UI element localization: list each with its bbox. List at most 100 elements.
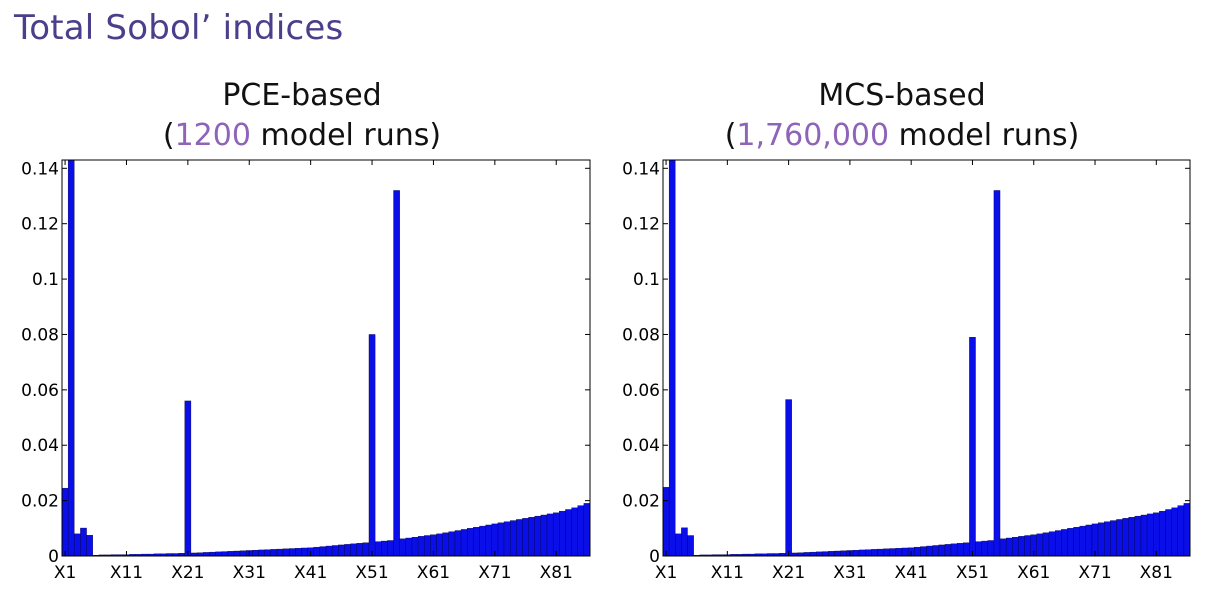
bar-X56 [999,538,1007,557]
bar-X47 [944,544,952,557]
y-tick-label: 0.1 [32,270,59,290]
y-tick-label: 0.06 [622,381,660,401]
x-tick-label: X11 [110,563,143,583]
bar-X38 [889,548,897,557]
x-tick-label: X81 [1140,563,1173,583]
bar-X73 [1104,521,1111,557]
bar-X32 [852,550,860,557]
y-tick-label: 0.06 [21,381,59,401]
model-runs-count: 1,760,000 [736,118,890,153]
bar-X25 [809,551,817,557]
y-tick-label: 0.12 [622,215,660,235]
y-tick-label: 0.02 [622,492,660,512]
chart-title-mcs: MCS-based (1,760,000 model runs) [622,76,1182,156]
x-tick-label: X21 [772,563,805,583]
x-tick-label: X41 [294,563,327,583]
x-tick-label: X71 [1078,563,1111,583]
bar-X85 [1177,505,1185,557]
x-tick-label: X31 [833,563,866,583]
chart-title-line2: (1,760,000 model runs) [622,116,1182,156]
bar-X33 [858,549,866,557]
bar-X72 [1097,522,1105,557]
bar-X30 [840,550,848,557]
bar-X57 [1005,537,1013,557]
slide-title: Total Sobol’ indices [14,8,344,48]
x-tick-label: X51 [956,563,989,583]
paren-open: ( [724,118,737,153]
bar-X21 [785,399,792,557]
bar-X37 [883,548,890,557]
bar-X48 [950,543,958,557]
y-tick-label: 0.02 [21,492,59,512]
y-tick-label: 0.14 [622,159,660,179]
bar-X4 [681,527,688,557]
bar-X49 [956,543,964,557]
bar-X27 [822,551,829,557]
bar-X59 [1018,536,1025,557]
paren-open: ( [162,118,175,153]
bar-X82 [1159,510,1166,557]
bar-X34 [865,549,872,557]
bar-X24 [803,552,811,557]
x-tick-label: X21 [171,563,204,583]
bar-X44 [926,545,933,557]
bar-X80 [1146,513,1154,557]
x-tick-label: X61 [1017,563,1050,583]
x-tick-label: X1 [655,563,677,583]
bar-X5 [687,535,694,557]
bar-X28 [828,551,835,557]
x-tick-label: X11 [711,563,744,583]
y-tick-label: 0 [48,547,59,567]
bar-X68 [1073,527,1080,557]
y-tick-label: 0.04 [21,436,59,456]
bar-X66 [1061,529,1068,557]
bar-X64 [1048,531,1056,557]
x-tick-label: X1 [54,563,76,583]
chart-title-line1: PCE-based [222,78,382,113]
bar-X74 [1110,520,1117,557]
bar-X60 [1024,535,1031,557]
x-tick-label: X31 [233,563,266,583]
bar-X55 [993,190,1001,557]
y-tick-label: 0.08 [622,325,660,345]
bar-X35 [871,549,878,557]
y-tick-label: 0.08 [21,325,59,345]
bar-X52 [975,541,982,557]
y-tick-label: 0.12 [21,215,59,235]
x-tick-label: X41 [895,563,928,583]
bar-X29 [834,550,841,557]
x-tick-label: X61 [417,563,450,583]
plot-area [62,160,590,556]
model-runs-count: 1200 [174,118,251,153]
bar-X62 [1036,533,1044,557]
bar-X78 [1134,515,1142,557]
bar-X53 [981,540,988,557]
bar-X51 [969,337,976,557]
bar-X76 [1122,518,1129,557]
bar-X79 [1140,514,1148,557]
chart-title-line1: MCS-based [818,78,986,113]
y-tick-label: 0.1 [633,270,660,290]
bar-X58 [1012,536,1019,557]
bar-X42 [914,546,921,557]
y-tick-label: 0.04 [622,436,660,456]
bar-X83 [1165,509,1172,557]
bar-X75 [1116,519,1123,557]
y-tick-label: 0 [649,547,660,567]
bar-X26 [816,551,823,557]
bar-X45 [932,545,939,557]
bar-X36 [877,548,884,557]
bar-X65 [1055,530,1062,557]
plot-frame [61,159,591,557]
bar-X40 [901,547,909,557]
x-tick-label: X81 [540,563,573,583]
bar-X39 [895,548,903,557]
y-tick-label: 0.14 [21,159,59,179]
bar-X3 [675,533,682,557]
chart-title-pce: PCE-based (1200 model runs) [22,76,582,156]
bar-X2 [668,159,676,557]
bar-X43 [920,546,927,557]
bar-X54 [987,540,995,557]
